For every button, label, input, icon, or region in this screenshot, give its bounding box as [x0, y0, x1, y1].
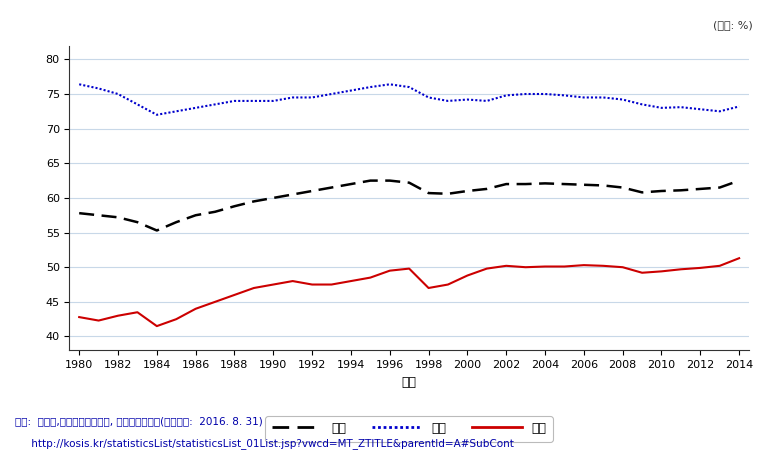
X-axis label: 나이: 나이 — [401, 376, 417, 389]
Text: 출처:  통계청,『경제활동인구』, 경제활동참가율(접속일자:  2016. 8. 31): 출처: 통계청,『경제활동인구』, 경제활동참가율(접속일자: 2016. 8.… — [15, 416, 263, 426]
Legend: 합계, 남성, 여성: 합계, 남성, 여성 — [266, 416, 553, 442]
Text: (단위: %): (단위: %) — [713, 20, 753, 30]
Text: http://kosis.kr/statisticsList/statisticsList_01List.jsp?vwcd=MT_ZTITLE&parentId: http://kosis.kr/statisticsList/statistic… — [15, 438, 514, 449]
